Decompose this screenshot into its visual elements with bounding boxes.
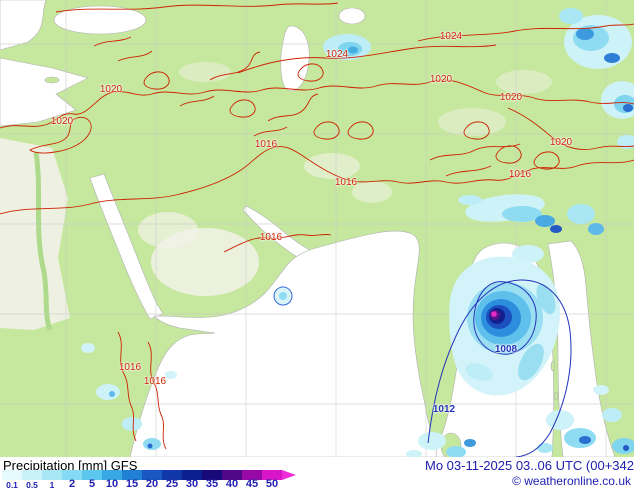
- legend-segment: [2, 470, 22, 480]
- legend-value: 25: [165, 478, 179, 490]
- cyclone-precip-core: [491, 311, 497, 317]
- product-name: Precipitation: [3, 458, 75, 473]
- legend-value: 2: [68, 478, 76, 490]
- model-name: GFS: [110, 458, 138, 473]
- island-nicobar: [553, 391, 559, 401]
- nile-valley: [33, 151, 53, 331]
- legend-segment: [242, 470, 262, 480]
- legend-value: 45: [245, 478, 259, 490]
- product-unit: [mm]: [78, 458, 108, 473]
- legend-value: 30: [185, 478, 199, 490]
- legend-value: 15: [125, 478, 139, 490]
- desert-terrain-layer: [0, 62, 552, 330]
- isobar-1012-contour: [427, 279, 572, 457]
- legend-value: 5: [88, 478, 96, 490]
- map-area: 1024 1024 1020 1020 1020 1020 1020 1016 1016 1016…: [0, 0, 634, 457]
- legend-segment: [262, 470, 282, 480]
- sea-aral: [338, 7, 366, 25]
- weather-map-svg: [0, 0, 634, 457]
- isobar-1008-contour: [473, 281, 537, 355]
- legend-segment: [142, 470, 162, 480]
- sea-black: [53, 5, 147, 35]
- legend-segment: [202, 470, 222, 480]
- legend-value: 20: [145, 478, 159, 490]
- legend-segment: [222, 470, 242, 480]
- legend-segment: [42, 470, 62, 480]
- legend-segment: [162, 470, 182, 480]
- precipitation-color-scale: [2, 470, 296, 480]
- sea-red: [89, 173, 164, 320]
- legend-arrow: [282, 470, 296, 480]
- product-title: Precipitation [mm] GFS: [3, 458, 137, 473]
- legend-segment: [122, 470, 142, 480]
- legend-value: 1: [49, 480, 55, 490]
- island-cyprus: [44, 76, 60, 84]
- legend-value: 0.1: [6, 480, 18, 490]
- island-andaman-2: [550, 360, 556, 372]
- graticule-layer: [0, 0, 634, 457]
- isobar-layer-blue: [427, 279, 572, 457]
- legend-value: 0.5: [26, 480, 38, 490]
- precipitation-layer: [81, 8, 634, 457]
- sea-arabian: [129, 230, 438, 457]
- legend-segment: [182, 470, 202, 480]
- color-scale-values: 0.1 0.5 1 2 5 10 15 20 25 30 35 40 45 50: [2, 479, 322, 490]
- legend-value: 35: [205, 478, 219, 490]
- valid-datetime: Mo 03-11-2025 03..06 UTC (00+342: [425, 458, 634, 473]
- legend-segment: [62, 470, 82, 480]
- legend-segment: [82, 470, 102, 480]
- legend-value: 50: [265, 478, 279, 490]
- isobar-layer-red: [0, 2, 634, 450]
- legend-footer: Precipitation [mm] GFS Mo 03-11-2025 03.…: [0, 457, 634, 490]
- copyright: © weatheronline.co.uk: [512, 474, 631, 488]
- legend-segment: [22, 470, 42, 480]
- sea-mediterranean: [0, 0, 47, 51]
- legend-value: 10: [105, 478, 119, 490]
- legend-value: 40: [225, 478, 239, 490]
- legend-segment: [102, 470, 122, 480]
